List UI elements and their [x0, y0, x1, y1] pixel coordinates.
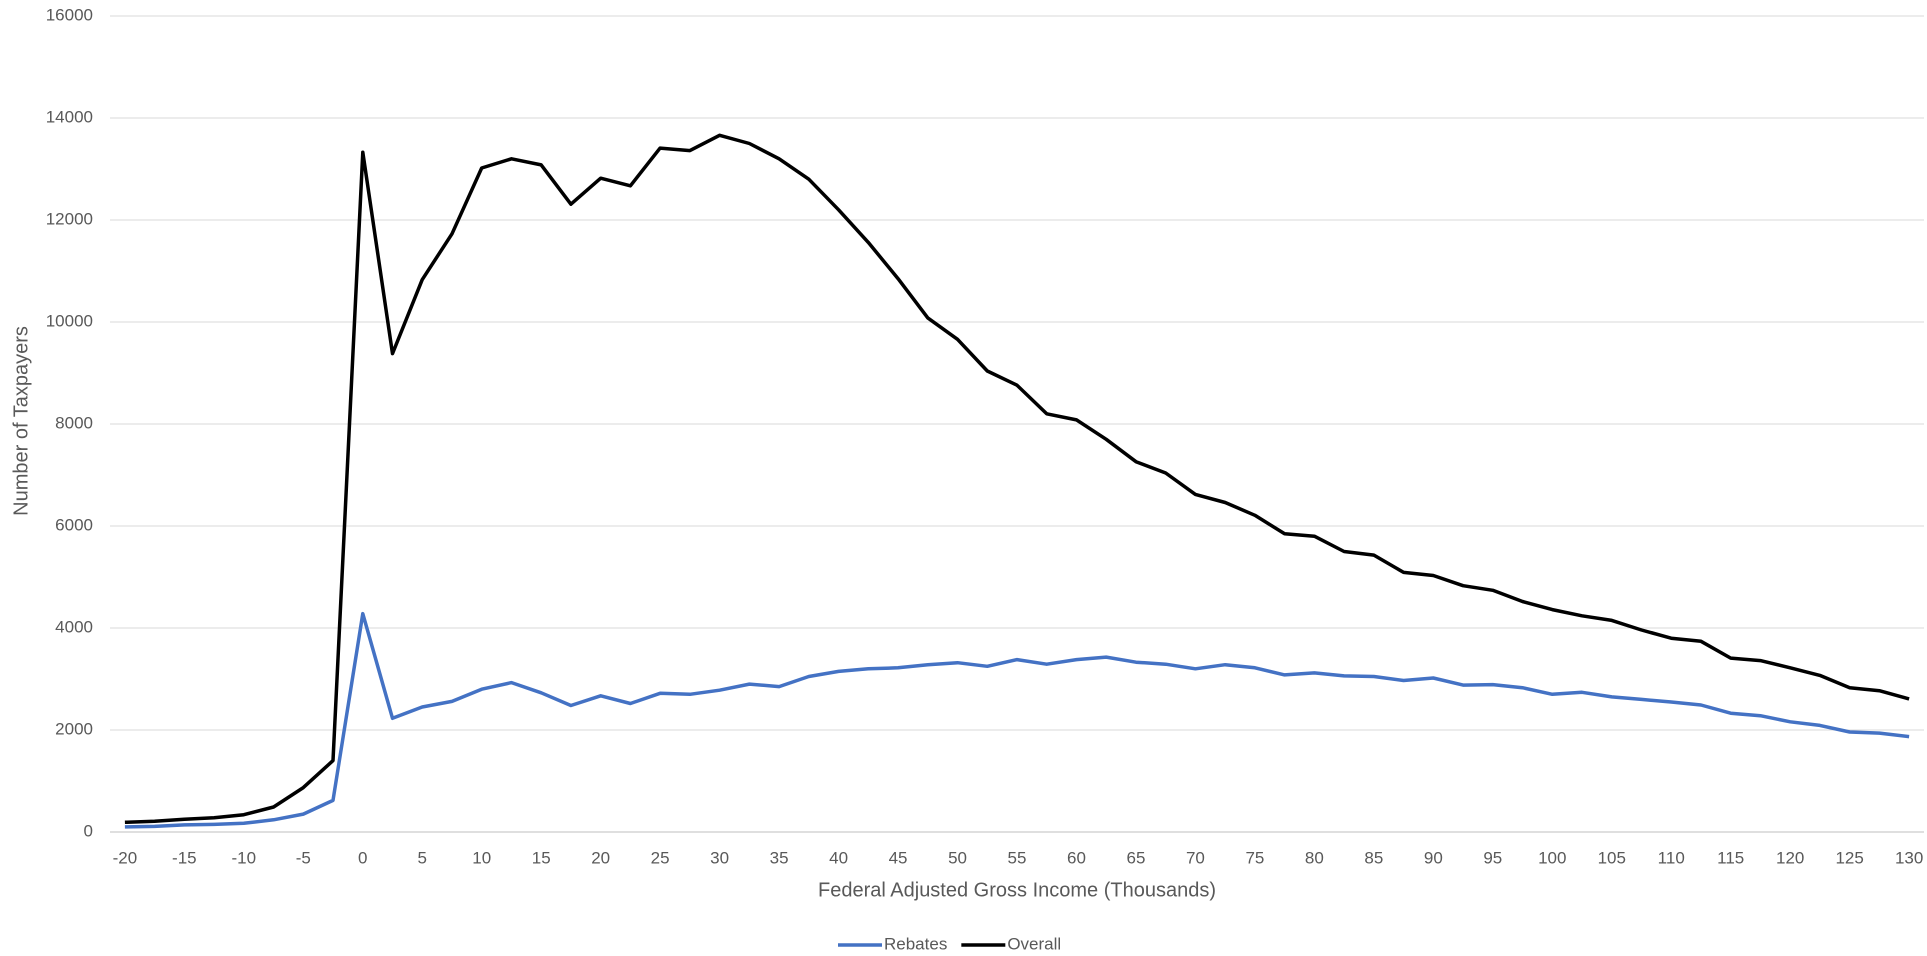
y-tick-label: 8000 — [55, 413, 93, 432]
y-tick-label: 12000 — [46, 209, 93, 228]
x-tick-label: 15 — [532, 848, 551, 867]
x-tick-label: 0 — [358, 848, 367, 867]
legend-label: Overall — [1007, 934, 1061, 953]
x-tick-label: 85 — [1364, 848, 1383, 867]
y-tick-label: 4000 — [55, 617, 93, 636]
x-tick-label: 130 — [1895, 848, 1923, 867]
x-tick-label: 30 — [710, 848, 729, 867]
x-tick-label: 60 — [1067, 848, 1086, 867]
series-line — [124, 611, 1910, 829]
x-tick-label: 90 — [1424, 848, 1443, 867]
x-tick-label: 35 — [770, 848, 789, 867]
legend-label: Rebates — [884, 934, 947, 953]
x-tick-label: 10 — [472, 848, 491, 867]
x-tick-label: -10 — [232, 848, 257, 867]
x-tick-label: 25 — [651, 848, 670, 867]
x-tick-label: 115 — [1717, 848, 1744, 867]
x-tick-label: 105 — [1598, 848, 1626, 867]
x-tick-label: -5 — [296, 848, 311, 867]
series-line — [124, 133, 1910, 825]
y-tick-label: 2000 — [55, 719, 93, 738]
x-tick-label: 50 — [948, 848, 967, 867]
x-tick-label: 110 — [1658, 848, 1685, 867]
x-tick-label: 20 — [591, 848, 610, 867]
x-tick-label: 5 — [418, 848, 427, 867]
x-tick-label: 120 — [1776, 848, 1804, 867]
x-tick-label: 40 — [829, 848, 848, 867]
x-tick-label: 65 — [1126, 848, 1145, 867]
x-tick-label: 125 — [1835, 848, 1863, 867]
x-tick-label: -15 — [172, 848, 197, 867]
x-tick-label: 70 — [1186, 848, 1205, 867]
x-tick-label: -20 — [113, 848, 138, 867]
x-tick-label: 75 — [1245, 848, 1264, 867]
x-axis-title: Federal Adjusted Gross Income (Thousands… — [818, 879, 1216, 901]
y-axis-title: Number of Taxpayers — [10, 326, 32, 516]
x-tick-label: 45 — [889, 848, 908, 867]
y-tick-label: 14000 — [46, 107, 93, 126]
x-tick-label: 100 — [1538, 848, 1566, 867]
y-tick-label: 0 — [84, 821, 93, 840]
x-tick-label: 80 — [1305, 848, 1324, 867]
x-tick-label: 95 — [1483, 848, 1502, 867]
y-tick-label: 10000 — [46, 311, 93, 330]
y-tick-label: 16000 — [46, 5, 93, 24]
y-tick-label: 6000 — [55, 515, 93, 534]
x-tick-label: 55 — [1008, 848, 1027, 867]
